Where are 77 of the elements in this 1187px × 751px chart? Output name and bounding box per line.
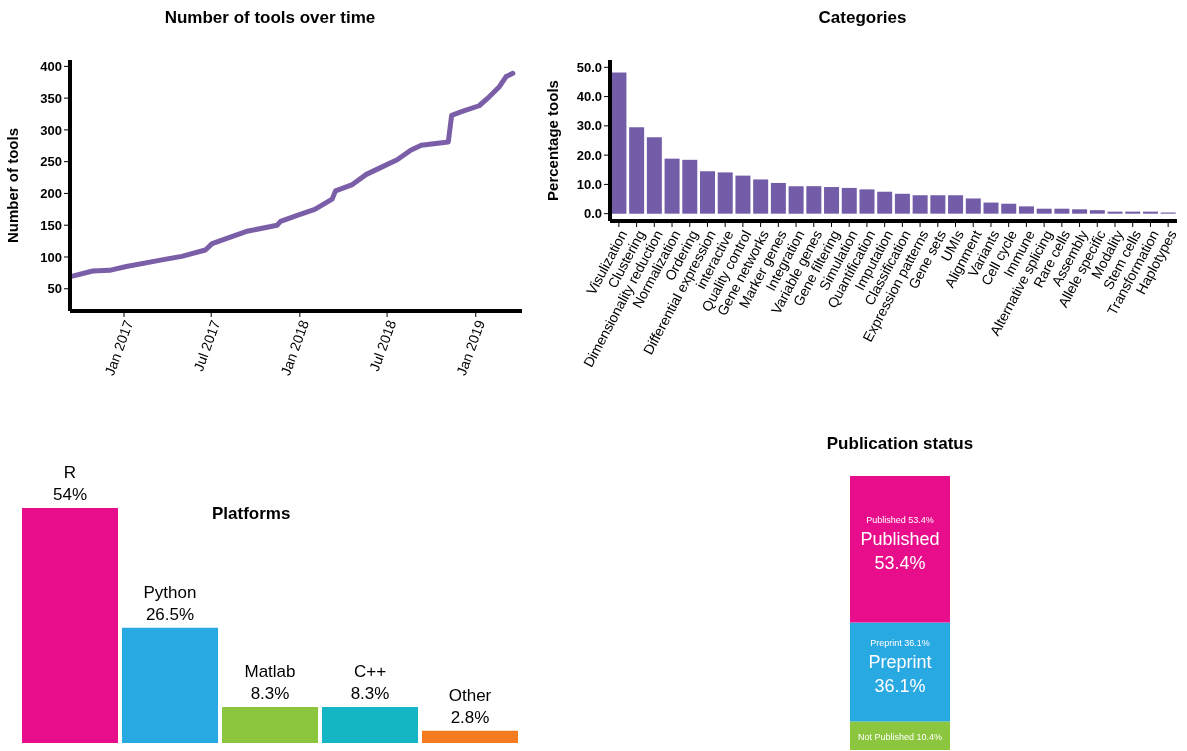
data-label: 54% (52, 485, 88, 504)
bar (859, 189, 875, 214)
chart-title: Publication status (825, 434, 975, 454)
y-tick-label: 40.0 (576, 89, 602, 105)
bar (824, 187, 840, 214)
bar (983, 202, 999, 214)
y-axis-title: Number of tools (4, 128, 22, 243)
bar (700, 171, 716, 214)
bar (629, 127, 645, 214)
bar (806, 186, 822, 214)
x-tick-label: Jul 2018 (366, 317, 400, 374)
data-label: 53.4% (874, 553, 926, 574)
bar (965, 198, 981, 214)
x-tick-label: Matlab (244, 661, 296, 681)
series-label: Preprint (868, 651, 932, 672)
bar (735, 175, 751, 214)
bar (682, 159, 698, 214)
y-tick-label: 150 (40, 217, 62, 233)
bar (1125, 211, 1141, 214)
bar (770, 182, 786, 214)
y-tick-label: 50.0 (576, 59, 602, 75)
bar (788, 186, 804, 214)
bar (1072, 209, 1088, 214)
annotation: Preprint 36.1% (870, 637, 930, 648)
bar (894, 193, 910, 214)
annotation: Not Published 10.4% (857, 731, 943, 742)
bar (322, 706, 418, 743)
data-label: 36.1% (874, 675, 926, 696)
bar (122, 627, 218, 743)
bar (646, 137, 662, 214)
x-tick-label: R (63, 463, 77, 482)
y-tick-label: 100 (40, 249, 62, 265)
y-tick-label: 50 (47, 281, 62, 297)
bar (1036, 208, 1052, 214)
y-tick-label: 20.0 (576, 147, 602, 163)
bar (422, 730, 518, 743)
x-tick-label: Jan 2017 (101, 317, 137, 378)
bar (1018, 206, 1034, 214)
bar (1089, 210, 1105, 214)
x-tick-label: Other (448, 685, 492, 705)
x-tick-label: Jul 2017 (190, 317, 224, 374)
y-tick-label: 10.0 (576, 177, 602, 193)
annotation: Published 53.4% (866, 515, 934, 526)
bar (664, 158, 680, 214)
chart-title: Categories (817, 8, 908, 28)
data-label: 26.5% (145, 604, 195, 624)
bar (1107, 211, 1123, 214)
bar (22, 508, 118, 743)
bar (841, 187, 857, 214)
y-tick-label: 300 (40, 122, 62, 138)
x-tick-label: Jan 2019 (453, 317, 488, 378)
bar (753, 179, 769, 214)
bar (1001, 203, 1017, 214)
y-tick-label: 200 (40, 186, 62, 202)
bar (877, 191, 893, 214)
data-label: 2.8% (450, 707, 490, 727)
y-tick-label: 250 (40, 154, 62, 170)
data-label: 8.3% (250, 683, 290, 703)
x-tick-label: Python (143, 582, 197, 602)
bar (1142, 211, 1158, 214)
series-label: Published (860, 529, 940, 550)
y-tick-label: 350 (40, 90, 62, 106)
bar (930, 195, 946, 214)
data-label: 8.3% (350, 683, 390, 703)
bar (912, 195, 928, 214)
bar (222, 706, 318, 743)
chart-title: Number of tools over time (163, 8, 377, 28)
y-tick-label: 400 (40, 58, 62, 74)
bar (1054, 208, 1070, 214)
bar (717, 172, 733, 214)
y-tick-label: 30.0 (576, 118, 602, 134)
x-tick-label: C++ (353, 661, 387, 681)
bar (948, 195, 964, 214)
x-tick-label: Jan 2018 (277, 317, 313, 378)
y-tick-label: 0.0 (583, 206, 602, 222)
y-axis-title: Percentage tools (544, 80, 562, 201)
chart-title: Platforms (212, 504, 291, 524)
